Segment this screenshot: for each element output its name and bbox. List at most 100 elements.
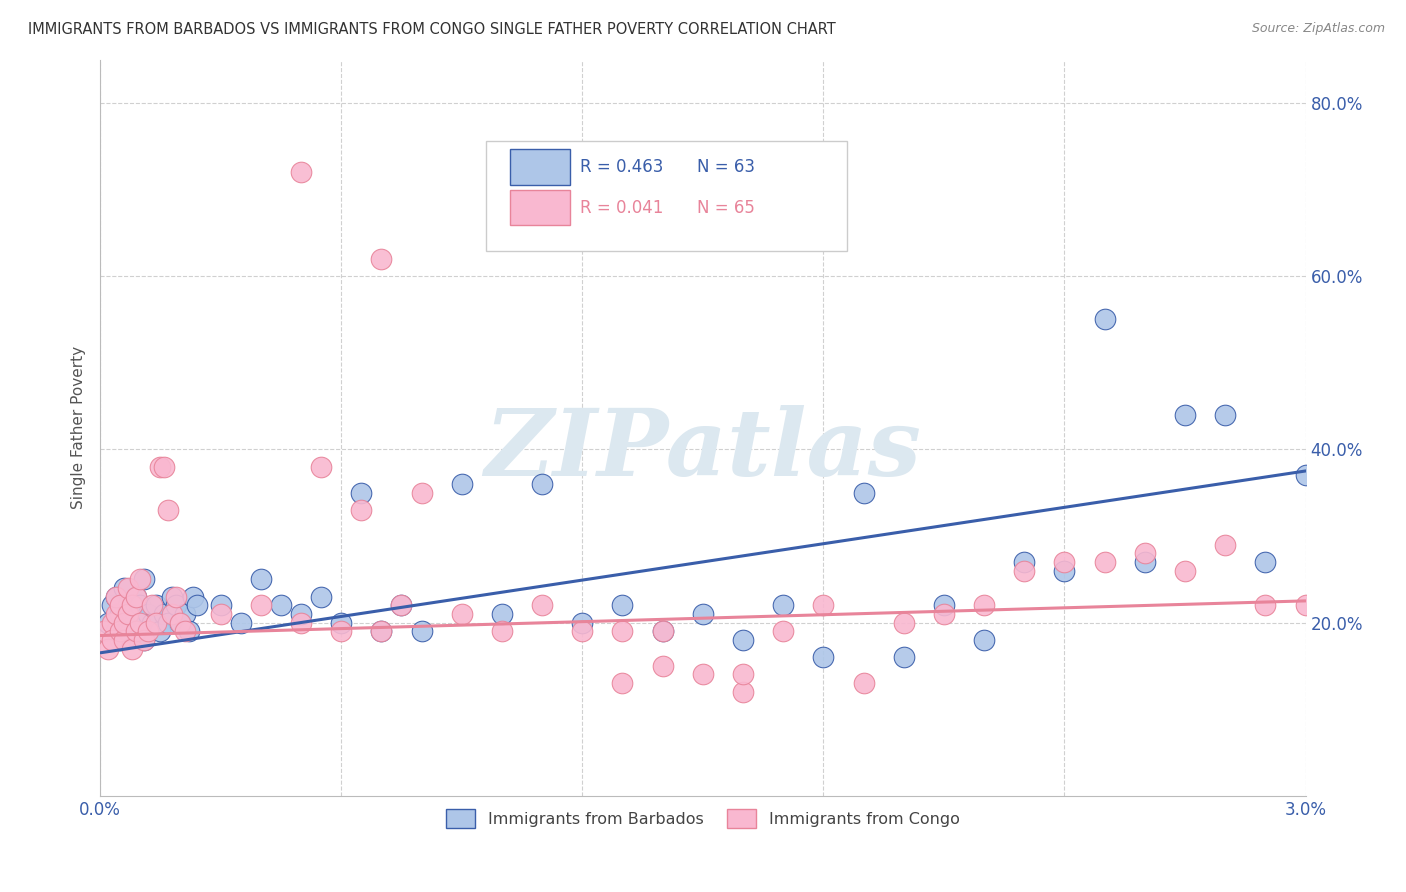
Point	[112, 615, 135, 630]
Point	[893, 650, 915, 665]
Point	[391, 598, 413, 612]
Point	[177, 624, 200, 639]
Point	[612, 676, 634, 690]
Point	[97, 615, 120, 630]
Point	[813, 598, 835, 612]
Point	[110, 624, 132, 639]
Text: R = 0.041: R = 0.041	[579, 199, 664, 218]
Point	[121, 598, 143, 612]
Point	[571, 615, 593, 630]
Point	[411, 485, 433, 500]
Point	[651, 624, 673, 639]
Point	[290, 607, 312, 621]
Point	[181, 590, 204, 604]
Point	[110, 598, 132, 612]
Point	[1053, 555, 1076, 569]
Point	[105, 624, 128, 639]
Point	[651, 624, 673, 639]
Point	[893, 615, 915, 630]
Point	[112, 581, 135, 595]
Point	[330, 615, 353, 630]
Point	[330, 624, 353, 639]
Point	[166, 590, 188, 604]
Point	[93, 624, 115, 639]
Point	[852, 676, 875, 690]
Point	[186, 598, 208, 612]
Text: N = 65: N = 65	[697, 199, 755, 218]
Point	[731, 667, 754, 681]
Point	[1012, 564, 1035, 578]
Point	[134, 632, 156, 647]
Point	[125, 624, 148, 639]
Point	[117, 581, 139, 595]
Point	[110, 607, 132, 621]
Point	[117, 607, 139, 621]
Point	[450, 607, 472, 621]
Point	[157, 503, 180, 517]
Point	[110, 632, 132, 647]
Point	[229, 615, 252, 630]
Point	[973, 632, 995, 647]
Point	[125, 590, 148, 604]
Point	[173, 624, 195, 639]
Point	[101, 598, 124, 612]
Point	[309, 459, 332, 474]
Point	[1254, 555, 1277, 569]
Point	[370, 252, 392, 266]
Point	[1133, 546, 1156, 560]
Legend: Immigrants from Barbados, Immigrants from Congo: Immigrants from Barbados, Immigrants fro…	[439, 801, 967, 836]
Point	[411, 624, 433, 639]
FancyBboxPatch shape	[486, 141, 848, 251]
Point	[1213, 408, 1236, 422]
Point	[166, 598, 188, 612]
Text: ZIPatlas: ZIPatlas	[484, 405, 921, 495]
Point	[129, 615, 152, 630]
Point	[169, 615, 191, 630]
FancyBboxPatch shape	[510, 149, 571, 185]
Y-axis label: Single Father Poverty: Single Father Poverty	[72, 346, 86, 509]
Point	[153, 607, 176, 621]
Text: Source: ZipAtlas.com: Source: ZipAtlas.com	[1251, 22, 1385, 36]
Point	[852, 485, 875, 500]
Point	[1094, 312, 1116, 326]
Point	[1053, 564, 1076, 578]
Point	[1254, 598, 1277, 612]
Point	[932, 598, 955, 612]
Point	[651, 658, 673, 673]
Text: N = 63: N = 63	[697, 158, 755, 176]
Point	[370, 624, 392, 639]
Point	[290, 165, 312, 179]
Point	[145, 615, 167, 630]
Point	[149, 624, 172, 639]
Point	[97, 641, 120, 656]
Point	[141, 598, 163, 612]
Point	[101, 632, 124, 647]
Point	[138, 607, 160, 621]
Point	[141, 615, 163, 630]
Point	[129, 572, 152, 586]
Point	[134, 632, 156, 647]
Point	[612, 624, 634, 639]
Point	[105, 607, 128, 621]
Point	[531, 477, 554, 491]
Point	[117, 598, 139, 612]
Point	[270, 598, 292, 612]
Point	[1174, 408, 1197, 422]
Point	[138, 624, 160, 639]
Point	[153, 459, 176, 474]
Point	[157, 615, 180, 630]
Text: R = 0.463: R = 0.463	[579, 158, 664, 176]
Point	[731, 632, 754, 647]
Point	[731, 685, 754, 699]
Point	[169, 615, 191, 630]
Point	[121, 607, 143, 621]
Point	[450, 477, 472, 491]
Point	[129, 615, 152, 630]
Point	[692, 667, 714, 681]
Point	[1174, 564, 1197, 578]
Point	[1295, 598, 1317, 612]
Point	[173, 607, 195, 621]
Point	[145, 598, 167, 612]
Point	[491, 607, 513, 621]
Point	[125, 624, 148, 639]
